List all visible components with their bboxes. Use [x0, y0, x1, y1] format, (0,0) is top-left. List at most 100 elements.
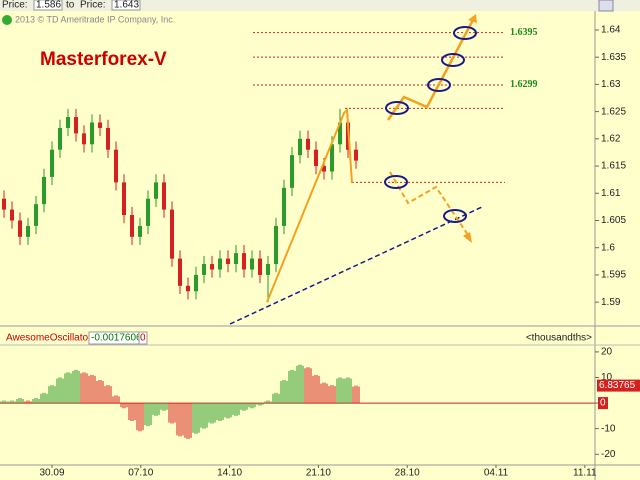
candle-body [314, 149, 318, 167]
y-tick-label: 1.59 [601, 297, 621, 308]
x-tick-label: 28.10 [395, 468, 420, 479]
price-from-value: 1.586 [36, 0, 61, 11]
header-bar [0, 0, 640, 11]
marker-ellipse [453, 26, 477, 40]
oscillator-param: -0.0017606 [91, 333, 142, 344]
candle-body [10, 209, 14, 221]
y-tick-label: 1.64 [601, 25, 621, 36]
price-to-label: Price: [80, 0, 106, 11]
arrow-head [468, 14, 477, 23]
candle-body [226, 258, 230, 265]
candle-body [162, 182, 166, 210]
marker-ellipse [385, 101, 409, 115]
candle-body [98, 122, 102, 128]
candle-body [58, 127, 62, 150]
forecast-up [386, 17, 476, 121]
wave-line [266, 107, 353, 303]
marker-ellipse [384, 175, 408, 189]
candle-body [178, 258, 182, 286]
y-tick-label: 0 [600, 398, 606, 409]
candle-body [2, 198, 6, 210]
y-tick-label: -10 [601, 423, 616, 434]
candle-body [258, 258, 262, 275]
y-tick-label: 1.6 [601, 242, 615, 253]
y-tick-label: 1.625 [601, 106, 626, 117]
oscillator-title: AwesomeOscillator [6, 333, 92, 344]
candle-body [34, 204, 38, 226]
x-tick-label: 11.11 [573, 468, 597, 479]
candle-body [242, 253, 246, 270]
candle-body [290, 155, 294, 188]
candle-body [138, 225, 142, 237]
settings-icon[interactable] [598, 0, 614, 12]
candle-body [202, 264, 206, 275]
trend-line [229, 206, 483, 325]
y-tick-label: 1.595 [601, 270, 626, 281]
y-tick-label: 1.62 [601, 133, 621, 144]
candle-body [282, 187, 286, 226]
last-value-box [597, 379, 640, 392]
candle-body [122, 182, 126, 216]
x-tick-label: 07.10 [128, 468, 153, 479]
candle-body [106, 127, 110, 150]
candle-body [170, 209, 174, 259]
candle-body [66, 117, 70, 128]
candle-body [266, 264, 270, 275]
candle-body [274, 225, 278, 265]
candle-body [154, 182, 158, 199]
x-tick-label: 14.10 [217, 468, 242, 479]
y-tick-label: 10 [601, 372, 613, 383]
y-tick-label: 1.61 [601, 188, 621, 199]
y-tick-label: 1.635 [601, 52, 626, 63]
candle-body [250, 258, 254, 270]
candle-body [90, 122, 94, 145]
candle-body [322, 166, 326, 172]
candle-body [306, 138, 310, 150]
last-value-label: 6.83765 [599, 380, 636, 391]
candle-body [18, 220, 22, 237]
candle-body [218, 258, 222, 270]
price-from-box [33, 0, 63, 11]
candle-body [130, 215, 134, 237]
y-tick-label: -20 [601, 449, 616, 460]
candle-body [114, 149, 118, 183]
candle-body [42, 176, 46, 205]
y-tick-label: 1.605 [601, 215, 626, 226]
oscillator-param: 0 [140, 333, 146, 344]
candle-body [50, 149, 54, 177]
marker-ellipse [443, 209, 467, 223]
oscillator-units: <thousandths> [526, 333, 592, 344]
info-icon[interactable] [2, 15, 12, 25]
candle-body [234, 253, 238, 265]
zero-box [598, 397, 608, 410]
price-from-label: Price: [2, 0, 28, 11]
marker-ellipse [427, 78, 451, 92]
candle-body [298, 138, 302, 156]
y-tick-label: 20 [601, 347, 613, 358]
to-label: to [66, 0, 75, 11]
level-label: 1.6395 [510, 27, 538, 38]
price-to-value: 1.643 [114, 0, 139, 11]
candle-body [330, 144, 334, 172]
param-box [138, 331, 148, 345]
candle-body [82, 133, 86, 145]
x-tick-label: 30.09 [39, 468, 64, 479]
candle-body [146, 198, 150, 226]
x-tick-label: 04.11 [484, 468, 509, 479]
copyright: 2013 © TD Ameritrade IP Company, Inc. [15, 14, 175, 24]
candle-body [338, 122, 342, 145]
candle-body [194, 274, 198, 292]
arrow-head [463, 232, 472, 243]
level-label: 1.6299 [510, 79, 538, 90]
y-tick-label: 1.63 [601, 79, 621, 90]
candle-body [210, 264, 214, 270]
annotations [229, 14, 483, 325]
candle-body [74, 117, 78, 134]
price-to-box [111, 0, 141, 11]
chart-title: Masterforex-V [40, 49, 167, 70]
marker-ellipse [441, 53, 465, 67]
candle-body [186, 285, 190, 292]
y-tick-label: 1.615 [601, 161, 626, 172]
